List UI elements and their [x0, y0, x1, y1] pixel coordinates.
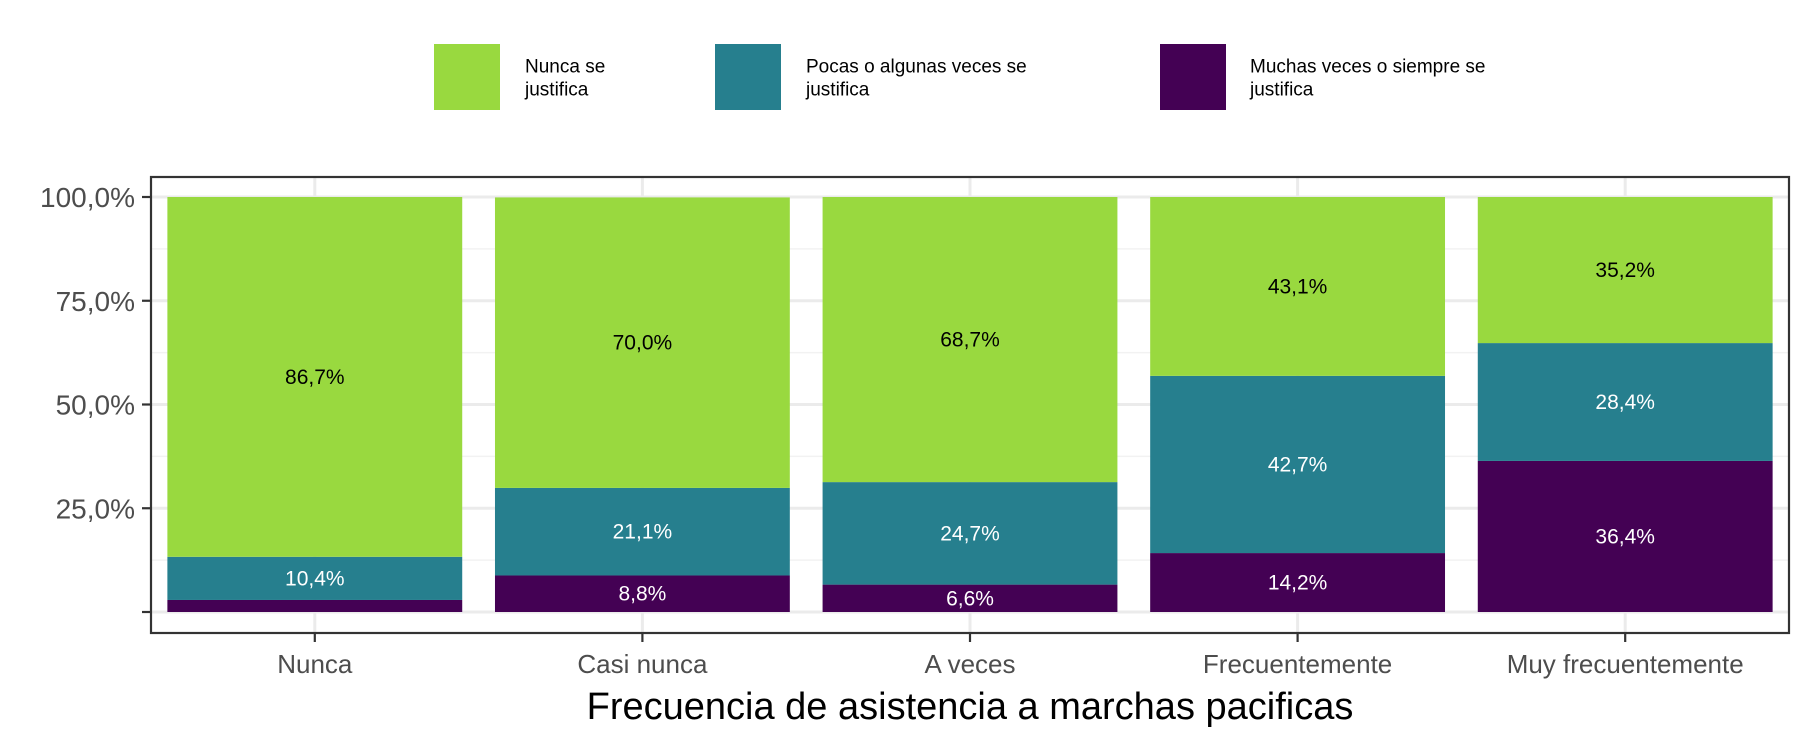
data-label: 8,8%: [618, 583, 666, 606]
x-tick-label: Frecuentemente: [1203, 649, 1392, 679]
data-label: 35,2%: [1595, 259, 1655, 282]
bars: [167, 197, 1773, 612]
data-label: 86,7%: [285, 366, 345, 389]
legend-item: Nunca se justifica: [434, 44, 605, 110]
bar-segment: [1477, 460, 1773, 612]
legend-label-line: justifica: [1249, 80, 1314, 101]
legend-label: Muchas veces o siempre se justifica: [1249, 57, 1486, 101]
y-axis: 25,0% 50,0% 75,0% 100,0%: [40, 182, 151, 614]
legend-label-line: Pocas o algunas veces se: [806, 57, 1027, 78]
x-tick-label: Casi nunca: [577, 649, 708, 679]
bar-segment: [1477, 343, 1773, 461]
x-tick-label: Nunca: [277, 649, 353, 679]
legend-label: Pocas o algunas veces se justifica: [805, 57, 1027, 101]
x-axis: Nunca Casi nunca A veces Frecuentemente Muy …: [277, 633, 1744, 679]
legend-label-line: Nunca se: [525, 57, 605, 78]
bar-segment: [167, 197, 463, 557]
bar-segment: [822, 584, 1118, 612]
data-label: 36,4%: [1595, 525, 1655, 548]
bar-segment: [494, 575, 790, 612]
x-axis-title: Frecuencia de asistencia a marchas pacif…: [587, 686, 1354, 728]
data-label: 70,0%: [613, 332, 673, 355]
data-label: 10,4%: [285, 567, 345, 590]
y-tick-label: 50,0%: [56, 390, 135, 421]
legend-item: Pocas o algunas veces se justifica: [715, 44, 1027, 110]
legend-item: Muchas veces o siempre se justifica: [1160, 44, 1486, 110]
legend-label-line: justifica: [524, 80, 589, 101]
data-label: 24,7%: [940, 522, 1000, 545]
data-label: 43,1%: [1268, 275, 1328, 298]
data-label: 6,6%: [946, 587, 994, 610]
x-tick-label: A veces: [924, 649, 1015, 679]
y-tick-label: 75,0%: [56, 286, 135, 317]
legend-label-line: justifica: [805, 80, 870, 101]
bar-segment: [167, 599, 463, 612]
bar-segment: [494, 197, 790, 488]
bar-segment: [822, 197, 1118, 483]
y-tick-label: 100,0%: [40, 182, 135, 213]
legend-key: [715, 44, 781, 110]
data-label: 68,7%: [940, 329, 1000, 352]
legend-label: Nunca se justifica: [524, 57, 605, 101]
bar-segment: [1150, 197, 1446, 376]
bar-segment: [822, 482, 1118, 585]
bar-segment: [167, 556, 463, 600]
data-label: 14,2%: [1268, 572, 1328, 595]
bar-segment: [1150, 375, 1446, 554]
legend-label-line: Muchas veces o siempre se: [1250, 57, 1486, 78]
data-labels: 10,4% 86,7% 8,8% 21,1% 70,0% 6,6% 24,7% 68,7% 14…: [285, 259, 1655, 610]
y-tick-label: 25,0%: [56, 493, 135, 524]
legend-key: [1160, 44, 1226, 110]
x-tick-label: Muy frecuentemente: [1507, 649, 1744, 679]
data-label: 42,7%: [1268, 453, 1328, 476]
legend-key: [434, 44, 500, 110]
bar-segment: [494, 487, 790, 576]
data-label: 28,4%: [1595, 391, 1655, 414]
bar-segment: [1150, 553, 1446, 612]
bar-segment: [1477, 197, 1773, 344]
data-label: 21,1%: [613, 521, 673, 544]
